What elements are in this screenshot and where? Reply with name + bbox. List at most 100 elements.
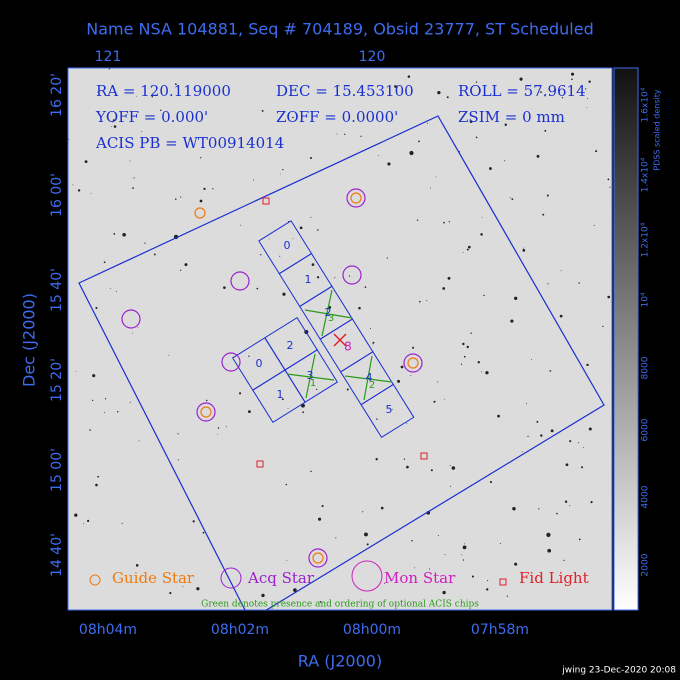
star bbox=[411, 539, 413, 542]
star bbox=[247, 410, 251, 414]
colorbar-label: 6000 bbox=[641, 418, 651, 441]
star bbox=[416, 219, 419, 221]
star bbox=[433, 400, 436, 403]
star bbox=[477, 361, 480, 364]
star bbox=[95, 306, 98, 310]
star bbox=[131, 332, 133, 334]
star bbox=[428, 568, 430, 570]
star bbox=[480, 233, 483, 236]
star bbox=[82, 523, 84, 525]
star bbox=[406, 465, 409, 469]
star bbox=[509, 197, 511, 199]
star bbox=[586, 98, 588, 100]
star bbox=[527, 435, 529, 438]
star bbox=[129, 160, 131, 162]
star bbox=[115, 290, 117, 292]
star bbox=[376, 418, 378, 420]
star bbox=[544, 95, 546, 97]
star bbox=[89, 429, 91, 431]
left-tick-label: 16 00' bbox=[49, 173, 65, 217]
top-tick-label: 121 bbox=[95, 49, 122, 65]
star bbox=[427, 122, 428, 124]
colorbar-label: 1.6x10⁴ bbox=[641, 87, 651, 122]
star bbox=[223, 286, 226, 290]
star bbox=[475, 136, 478, 139]
left-tick-label: 15 20' bbox=[49, 358, 65, 402]
star bbox=[581, 466, 584, 469]
star bbox=[447, 276, 451, 280]
star bbox=[588, 80, 591, 83]
star bbox=[559, 314, 563, 318]
star bbox=[391, 409, 393, 410]
colorbar-label: 10⁴ bbox=[641, 292, 651, 307]
star bbox=[285, 483, 288, 486]
star bbox=[387, 162, 391, 166]
star bbox=[522, 451, 523, 453]
star bbox=[144, 242, 146, 244]
star bbox=[103, 411, 105, 413]
star bbox=[435, 176, 437, 178]
star bbox=[437, 91, 441, 95]
star bbox=[397, 379, 401, 383]
star bbox=[466, 248, 469, 251]
left-tick-label: 14 40' bbox=[49, 533, 65, 577]
star bbox=[316, 388, 318, 390]
star bbox=[138, 440, 140, 442]
star bbox=[281, 398, 284, 401]
star bbox=[360, 135, 362, 137]
star bbox=[511, 198, 514, 201]
star bbox=[348, 275, 351, 277]
info-line: ROLL = 57.9614 bbox=[458, 82, 586, 100]
star bbox=[487, 580, 489, 582]
colorbar bbox=[613, 67, 639, 611]
star bbox=[137, 326, 139, 328]
star bbox=[607, 178, 610, 181]
star bbox=[192, 520, 195, 523]
star bbox=[430, 187, 431, 189]
chip-label: 5 bbox=[386, 403, 393, 416]
star bbox=[248, 355, 250, 357]
info-line: ZOFF = 0.0000' bbox=[276, 108, 398, 126]
chip-label: 0 bbox=[284, 239, 291, 252]
star bbox=[299, 226, 303, 230]
left-tick-label: 15 40' bbox=[49, 268, 65, 312]
star-field bbox=[68, 68, 611, 603]
star bbox=[240, 224, 242, 226]
star bbox=[344, 133, 346, 135]
star bbox=[446, 96, 449, 99]
legend-mon-icon bbox=[351, 560, 383, 592]
star bbox=[311, 263, 315, 266]
star bbox=[512, 506, 516, 511]
star bbox=[174, 83, 177, 86]
star bbox=[169, 591, 172, 595]
star bbox=[97, 91, 99, 93]
star bbox=[577, 442, 579, 444]
star bbox=[279, 173, 281, 175]
star bbox=[317, 229, 319, 231]
star bbox=[460, 363, 463, 365]
star bbox=[74, 513, 78, 517]
star bbox=[462, 559, 465, 561]
info-line: DEC = 15.453100 bbox=[276, 82, 414, 100]
star bbox=[462, 545, 467, 550]
star bbox=[369, 327, 372, 330]
star bbox=[463, 355, 466, 358]
star bbox=[177, 85, 179, 87]
star bbox=[602, 325, 604, 328]
star bbox=[437, 381, 439, 383]
star bbox=[607, 295, 611, 299]
star bbox=[514, 296, 518, 300]
title: Name NSA 104881, Seq # 704189, Obsid 237… bbox=[86, 20, 594, 39]
star bbox=[293, 588, 297, 592]
star bbox=[609, 186, 611, 188]
star bbox=[595, 150, 598, 153]
star bbox=[466, 345, 469, 349]
star bbox=[590, 501, 593, 504]
star bbox=[366, 543, 369, 546]
optional-marks bbox=[286, 289, 393, 401]
fid-lights bbox=[256, 197, 428, 468]
star bbox=[90, 193, 92, 195]
star bbox=[203, 187, 206, 190]
colorbar-label: 8000 bbox=[641, 356, 651, 379]
star bbox=[437, 535, 439, 537]
